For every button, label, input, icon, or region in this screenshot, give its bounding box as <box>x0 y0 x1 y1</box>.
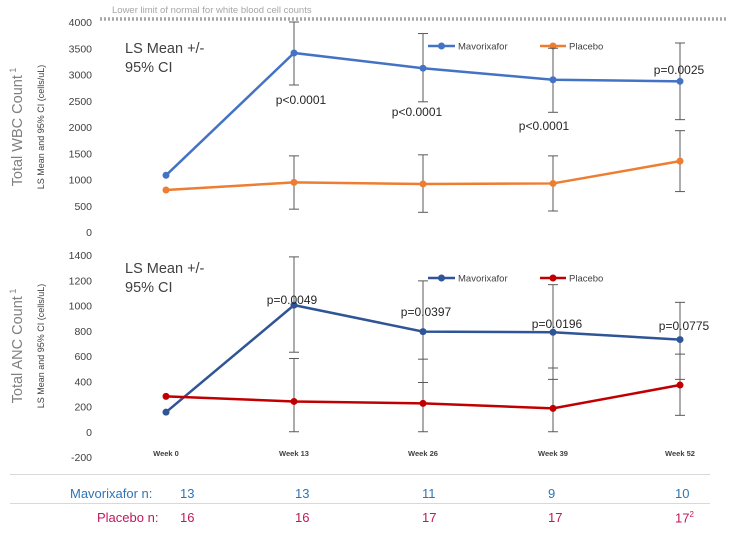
data-point <box>419 180 427 188</box>
placebo-n-value: 16 <box>180 510 195 525</box>
p-value-label: p=0.0397 <box>401 305 452 319</box>
data-point <box>290 178 298 186</box>
data-point <box>549 179 557 187</box>
data-point <box>162 392 170 400</box>
data-point <box>419 328 427 336</box>
p-value-label: p<0.0001 <box>519 119 570 133</box>
placebo-n-value: 17 <box>548 510 563 525</box>
y-tick-label: 2500 <box>69 96 93 108</box>
legend-swatch-marker <box>549 274 557 282</box>
y-tick-label: 200 <box>74 402 92 414</box>
placebo-n-value: 16 <box>295 510 310 525</box>
data-point <box>290 49 298 57</box>
mavorixafor-n-value: 9 <box>548 486 556 501</box>
y-tick-label: 800 <box>74 326 92 338</box>
y-tick-label: 1000 <box>69 301 93 313</box>
x-tick-label: Week 0 <box>153 449 179 458</box>
y-axis-title: Total ANC Count 1 <box>8 289 26 404</box>
p-value-label: p<0.0001 <box>276 93 327 107</box>
y-tick-label: 3500 <box>69 43 93 55</box>
placebo-n-value: 172 <box>675 510 694 526</box>
mavorixafor-n-row: Mavorixafor n: 13 13 11 9 10 <box>0 486 731 506</box>
legend-label: Mavorixafor <box>458 42 508 53</box>
legend-label: Placebo <box>569 42 603 53</box>
y-tick-label: 600 <box>74 351 92 363</box>
y-tick-label: -200 <box>71 452 92 464</box>
y-tick-label: 1500 <box>69 148 93 160</box>
y-axis-title-superscript: 1 <box>8 68 18 76</box>
mavorixafor-n-label: Mavorixafor n: <box>70 486 153 501</box>
y-tick-label: 4000 <box>69 17 93 29</box>
x-tick-label: Week 52 <box>665 449 695 458</box>
ls-mean-annotation: 95% CI <box>125 60 173 76</box>
legend-swatch-marker <box>438 42 445 50</box>
data-point <box>676 381 684 389</box>
data-point <box>676 157 684 165</box>
table-divider <box>10 474 710 475</box>
placebo-n-row: Placebo n: 16 16 17 17 172 <box>0 510 731 530</box>
y-axis-subtitle: LS Mean and 95% CI (cells/uL) <box>36 284 46 409</box>
table-divider <box>10 503 710 504</box>
y-tick-label: 2000 <box>69 122 93 134</box>
reference-line-label: Lower limit of normal for white blood ce… <box>112 5 312 16</box>
data-point <box>419 64 427 72</box>
y-tick-label: 0 <box>86 427 92 439</box>
y-tick-label: 3000 <box>69 70 93 82</box>
mavorixafor-n-value: 13 <box>180 486 195 501</box>
placebo-n-label: Placebo n: <box>97 510 159 525</box>
data-point <box>676 336 684 344</box>
data-point <box>419 399 427 407</box>
y-axis-subtitle: LS Mean and 95% CI (cells/uL) <box>36 65 46 190</box>
data-point <box>549 328 557 336</box>
legend-label: Mavorixafor <box>458 274 508 285</box>
mavorixafor-n-value: 13 <box>295 486 310 501</box>
legend-swatch-marker <box>438 274 445 282</box>
ls-mean-annotation: LS Mean +/- <box>125 261 205 277</box>
y-tick-label: 500 <box>74 201 92 213</box>
data-point <box>549 404 557 412</box>
mavorixafor-n-value: 11 <box>422 486 436 501</box>
data-point <box>549 76 557 84</box>
legend-label: Placebo <box>569 274 603 285</box>
mavorixafor-n-value: 10 <box>675 486 690 501</box>
y-tick-label: 400 <box>74 376 92 388</box>
p-value-label: p=0.0196 <box>532 317 583 331</box>
p-value-label: p=0.0775 <box>659 319 710 333</box>
data-point <box>162 186 170 194</box>
y-axis-title-superscript: 1 <box>8 289 18 297</box>
data-point <box>290 397 298 405</box>
placebo-n-value: 17 <box>422 510 437 525</box>
p-value-label: p=0.0025 <box>654 63 705 77</box>
data-point <box>676 77 684 85</box>
x-tick-label: Week 26 <box>408 449 438 458</box>
p-value-label: p<0.0001 <box>392 105 443 119</box>
ls-mean-annotation: 95% CI <box>125 280 173 296</box>
x-tick-label: Week 13 <box>279 449 309 458</box>
y-tick-label: 0 <box>86 227 92 239</box>
y-tick-label: 1200 <box>69 275 93 287</box>
x-tick-label: Week 39 <box>538 449 568 458</box>
y-tick-label: 1400 <box>69 250 93 262</box>
y-axis-title: Total WBC Count 1 <box>8 68 26 187</box>
data-point <box>162 408 170 416</box>
ls-mean-annotation: LS Mean +/- <box>125 41 205 57</box>
y-tick-label: 1000 <box>69 175 93 187</box>
data-point <box>290 301 298 309</box>
p-value-label: p=0.0049 <box>267 293 318 307</box>
data-point <box>162 171 170 179</box>
